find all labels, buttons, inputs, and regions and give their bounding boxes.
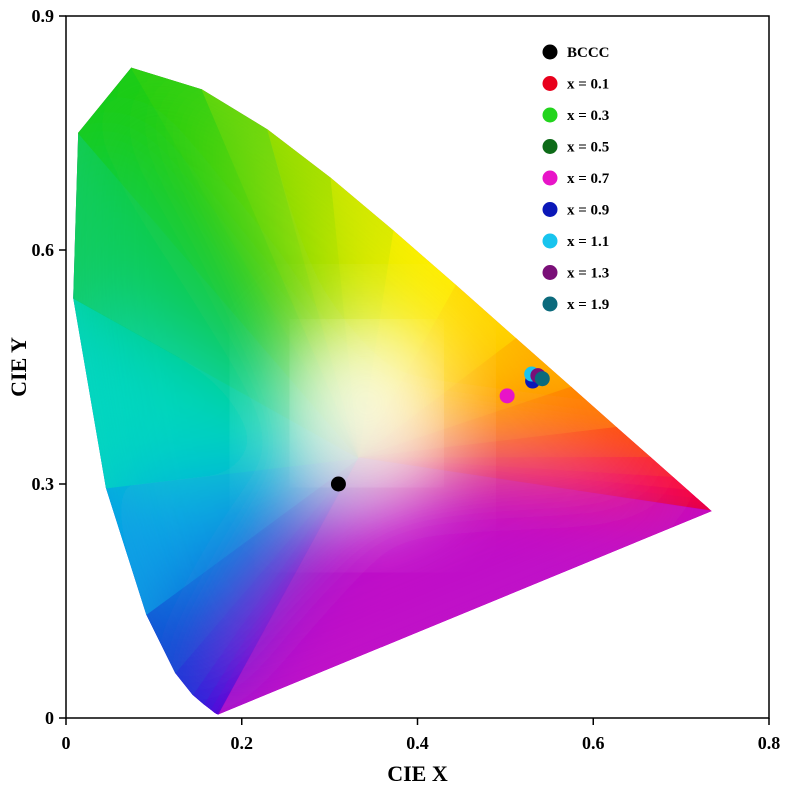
data-point-8 [534, 371, 550, 387]
legend-marker-2 [542, 107, 558, 123]
legend-label-4: x = 0.7 [567, 171, 610, 187]
legend-marker-7 [542, 265, 558, 280]
data-point-4 [499, 388, 515, 404]
legend-label-2: x = 0.3 [567, 108, 609, 124]
data-point-0 [330, 476, 346, 492]
y-axis-title: CIE Y [6, 337, 31, 397]
legend: BCCC x = 0.1 x = 0.3 x = 0.5 x = 0.7 x = 0.9 x… [542, 44, 610, 313]
cie-gamut [73, 67, 712, 715]
legend-marker-5 [542, 202, 558, 217]
legend-marker-0 [542, 44, 558, 60]
x-tick-label: 0 [62, 733, 71, 753]
legend-marker-3 [542, 139, 558, 154]
y-tick-label: 0.3 [32, 474, 55, 494]
legend-marker-1 [542, 76, 558, 91]
legend-marker-8 [542, 296, 558, 312]
x-tick-label: 0.6 [582, 733, 605, 753]
legend-label-6: x = 1.1 [567, 234, 609, 250]
legend-marker-4 [542, 170, 558, 186]
x-tick-label: 0.2 [231, 733, 254, 753]
legend-marker-6 [542, 233, 558, 249]
legend-label-8: x = 1.9 [567, 297, 609, 313]
legend-label-3: x = 0.5 [567, 140, 609, 156]
y-tick-label: 0.9 [32, 6, 55, 26]
legend-label-1: x = 0.1 [567, 77, 609, 93]
y-tick-label: 0 [45, 708, 54, 728]
x-tick-label: 0.8 [758, 733, 781, 753]
legend-label-5: x = 0.9 [567, 203, 609, 219]
axes: 0 0.2 0.4 0.6 0.8 0 0.3 0.6 0.9 CIE X CIE Y [6, 6, 780, 786]
x-tick-label: 0.4 [406, 733, 429, 753]
legend-label-7: x = 1.3 [567, 266, 609, 282]
x-axis-title: CIE X [387, 761, 448, 786]
data-points [330, 366, 550, 492]
y-tick-label: 0.6 [32, 240, 55, 260]
legend-label-0: BCCC [567, 45, 610, 61]
